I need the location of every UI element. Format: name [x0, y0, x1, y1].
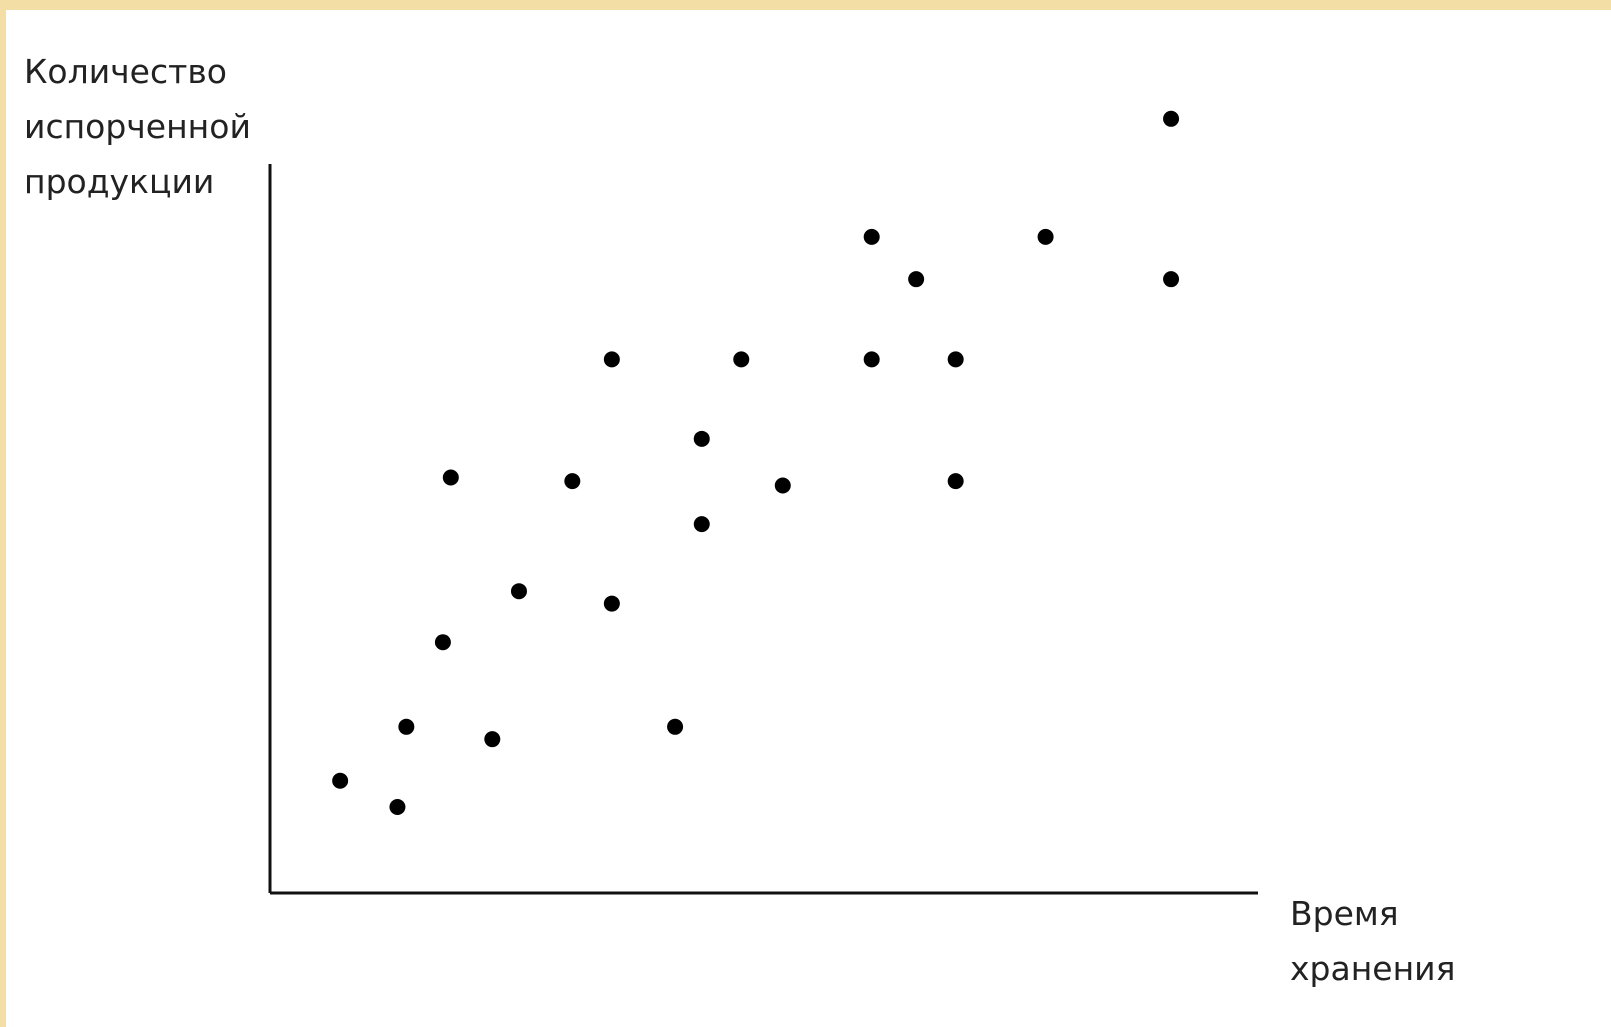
- x-axis-label: Время хранения: [1290, 894, 1456, 988]
- point: [1163, 271, 1180, 288]
- point: [510, 583, 527, 600]
- point: [389, 798, 406, 815]
- point: [1163, 110, 1180, 127]
- y-axis-label: Количество испорченной продукции: [24, 52, 251, 201]
- point: [332, 772, 349, 789]
- point: [484, 731, 501, 748]
- point: [863, 351, 880, 368]
- point: [603, 595, 620, 612]
- point: [693, 516, 710, 533]
- point: [434, 634, 451, 651]
- point: [667, 718, 684, 735]
- point: [398, 718, 415, 735]
- slide: [6, 10, 1611, 1027]
- point: [908, 271, 925, 288]
- point: [774, 477, 791, 494]
- point: [564, 473, 581, 490]
- point: [863, 228, 880, 245]
- point: [733, 351, 750, 368]
- point: [947, 473, 964, 490]
- point: [947, 351, 964, 368]
- point: [693, 430, 710, 447]
- point: [442, 469, 459, 486]
- point: [603, 351, 620, 368]
- point: [1037, 228, 1054, 245]
